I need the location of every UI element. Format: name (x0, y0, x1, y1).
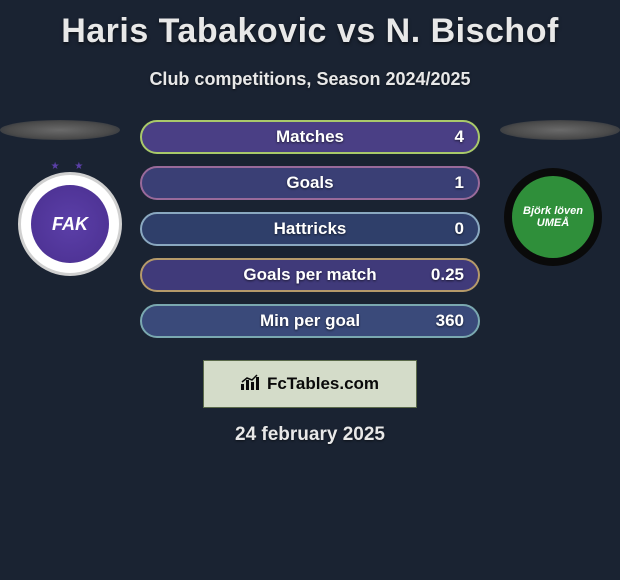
stat-value: 0 (455, 219, 464, 239)
stat-value: 0.25 (431, 265, 464, 285)
stat-bars: Matches 4 Goals 1 Hattricks 0 Goals per match 0… (140, 120, 480, 350)
stat-label: Hattricks (274, 219, 347, 239)
chart-icon (241, 374, 261, 395)
comparison-arena: ★ ★ FAK Björk löven UMEÅ Matches 4 Goals 1 H… (0, 120, 620, 350)
stat-label: Goals (286, 173, 333, 193)
date-label: 24 february 2025 (0, 424, 620, 446)
stat-label: Matches (276, 127, 344, 147)
player-silhouette-right (500, 120, 620, 140)
brand-text: FcTables.com (267, 374, 379, 394)
stat-label: Min per goal (260, 311, 360, 331)
stat-value: 1 (455, 173, 464, 193)
crest-right-label: Björk löven UMEÅ (512, 176, 594, 258)
stat-row: Goals 1 (140, 166, 480, 200)
stat-row: Min per goal 360 (140, 304, 480, 338)
subtitle: Club competitions, Season 2024/2025 (0, 69, 620, 90)
player-silhouette-left (0, 120, 120, 140)
page-title: Haris Tabakovic vs N. Bischof (0, 0, 620, 51)
club-crest-left: ★ ★ FAK (18, 172, 122, 276)
stat-value: 4 (455, 127, 464, 147)
stat-label: Goals per match (243, 265, 376, 285)
crest-left-label: FAK (31, 185, 109, 263)
club-crest-right: Björk löven UMEÅ (504, 168, 602, 266)
stat-row: Matches 4 (140, 120, 480, 154)
stat-row: Goals per match 0.25 (140, 258, 480, 292)
brand-badge: FcTables.com (203, 360, 417, 408)
stat-value: 360 (436, 311, 464, 331)
stat-row: Hattricks 0 (140, 212, 480, 246)
crest-stars: ★ ★ (51, 161, 90, 172)
